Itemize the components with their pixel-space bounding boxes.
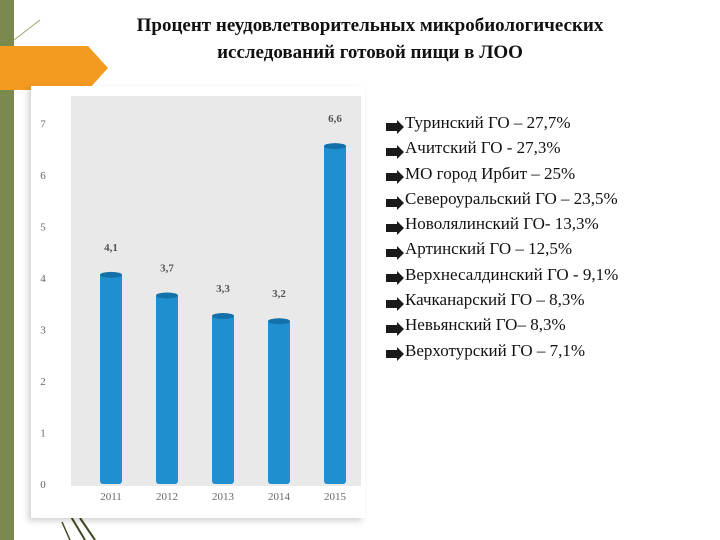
list-item-text: Туринский ГО – 27,7%	[405, 113, 571, 132]
arrow-bullet-icon	[385, 217, 405, 235]
data-label: 3,7	[160, 262, 174, 274]
y-tick-label: 4	[40, 273, 46, 285]
arrow-bullet-icon	[385, 318, 405, 337]
list-item-text: Невьянский ГО– 8,3%	[405, 315, 566, 335]
arrow-bullet-icon	[385, 343, 405, 362]
x-tick-label: 2013	[212, 491, 235, 503]
list-item-text: Ачитский ГО - 27,3%	[405, 138, 561, 158]
y-tick-label: 7	[40, 119, 46, 131]
list-item: Верхотурский ГО – 7,1%	[385, 338, 715, 363]
list-item-text: Новолялинский ГО- 13,3%	[405, 214, 599, 234]
bar-cap	[324, 143, 346, 150]
arrow-bullet-icon	[385, 192, 405, 210]
y-tick-label: 2	[40, 376, 46, 388]
list-item: Ачитский ГО - 27,3%	[385, 135, 715, 160]
group-list: Туринский ГО – 27,7% Ачитский ГО - 27,3% М…	[385, 110, 715, 363]
data-label: 6,6	[328, 113, 342, 125]
arrow-bullet-icon	[385, 267, 405, 286]
list-item: Североуральский ГО – 23,5%	[385, 186, 715, 211]
arrow-bullet-icon	[385, 116, 405, 134]
side-decoration-bar	[0, 0, 14, 540]
data-label: 3,3	[216, 283, 230, 295]
arrow-bullet-icon	[385, 141, 405, 159]
list-item: Невьянский ГО– 8,3%	[385, 312, 715, 337]
x-tick-label: 2011	[100, 491, 122, 503]
y-tick-label: 1	[40, 428, 46, 440]
arrow-bullet-icon	[385, 293, 405, 311]
bar-2015	[324, 144, 346, 484]
bar-cap	[212, 313, 234, 320]
title-line-1: Процент неудовлетворительных микробиолог…	[136, 15, 604, 36]
data-label: 4,1	[104, 242, 118, 254]
list-item-text: Артинский ГО – 12,5%	[405, 239, 573, 259]
y-tick-label: 3	[40, 325, 46, 337]
list-item: Качканарский ГО – 8,3%	[385, 287, 715, 312]
y-tick-label: 6	[40, 170, 46, 182]
bar-2012	[156, 293, 178, 484]
data-label: 3,2	[272, 288, 286, 300]
bar-cap	[100, 271, 122, 278]
accent-arrow-shape	[0, 46, 108, 90]
x-tick-label: 2014	[268, 491, 291, 503]
decorative-lines	[13, 19, 96, 540]
slide-title: Процент неудовлетворительных микробиолог…	[40, 12, 700, 66]
list-item-text: Верхнесалдинский ГО - 9,1%	[405, 264, 619, 284]
bar-cap	[156, 292, 178, 299]
list-item-text: Североуральский ГО – 23,5%	[405, 188, 618, 208]
list-item: Артинский ГО – 12,5%	[385, 236, 715, 261]
bar-2014	[268, 319, 290, 484]
arrow-bullet-icon	[385, 166, 405, 185]
list-item: Новолялинский ГО- 13,3%	[385, 211, 715, 236]
x-tick-label: 2012	[156, 491, 178, 503]
list-item: Туринский ГО – 27,7%	[385, 110, 715, 135]
list-item-text: Верхотурский ГО – 7,1%	[405, 340, 586, 360]
y-tick-label: 5	[40, 222, 46, 234]
arrow-bullet-icon	[385, 242, 405, 261]
bar-2011	[100, 272, 122, 484]
x-tick-label: 2015	[324, 491, 347, 503]
chart-card: 0 1 2 3 4 5 6 7 4,1 2011 3,7 2012 3,3 2013 3,2 2014 6,6 2…	[31, 86, 365, 518]
title-line-2: исследований готовой пищи в ЛОО	[217, 42, 523, 63]
bar-cap	[268, 318, 290, 325]
bar-2013	[212, 314, 234, 484]
list-item-text: Качканарский ГО – 8,3%	[405, 290, 585, 310]
list-item: МО город Ирбит – 25%	[385, 161, 715, 186]
list-item: Верхнесалдинский ГО - 9,1%	[385, 262, 715, 287]
bar-chart: 0 1 2 3 4 5 6 7 4,1 2011 3,7 2012 3,3 2013 3,2 2014 6,6 2…	[40, 96, 361, 503]
list-item-text: МО город Ирбит – 25%	[405, 163, 576, 183]
y-tick-label: 0	[40, 479, 46, 491]
